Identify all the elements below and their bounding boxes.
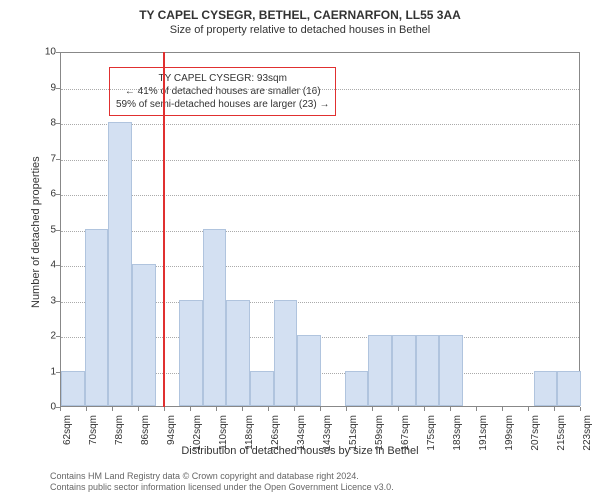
x-tick-label: 183sqm [452, 415, 463, 455]
annotation-line2: ← 41% of detached houses are smaller (16… [116, 85, 329, 98]
x-tick [190, 407, 191, 411]
gridline [61, 195, 579, 196]
x-tick [216, 407, 217, 411]
x-tick-label: 223sqm [582, 415, 593, 455]
x-tick [502, 407, 503, 411]
chart-container: TY CAPEL CYSEGR, BETHEL, CAERNARFON, LL5… [10, 8, 590, 463]
histogram-bar [368, 335, 392, 406]
y-tick [56, 52, 60, 53]
x-tick [60, 407, 61, 411]
x-tick-label: 191sqm [478, 415, 489, 455]
histogram-bar [61, 371, 85, 407]
x-tick [242, 407, 243, 411]
x-tick [476, 407, 477, 411]
x-tick-label: 102sqm [192, 415, 203, 455]
x-tick-label: 94sqm [166, 415, 177, 455]
gridline [61, 89, 579, 90]
x-tick-label: 207sqm [530, 415, 541, 455]
histogram-bar [203, 229, 227, 407]
x-tick-label: 143sqm [322, 415, 333, 455]
annotation-line1: TY CAPEL CYSEGR: 93sqm [116, 72, 329, 85]
histogram-bar [392, 335, 416, 406]
histogram-bar [557, 371, 581, 407]
y-tick [56, 123, 60, 124]
x-tick [268, 407, 269, 411]
chart-title: TY CAPEL CYSEGR, BETHEL, CAERNARFON, LL5… [10, 8, 590, 22]
x-tick [294, 407, 295, 411]
histogram-bar [416, 335, 440, 406]
x-tick-label: 126sqm [270, 415, 281, 455]
y-tick [56, 336, 60, 337]
x-tick-label: 70sqm [88, 415, 99, 455]
x-tick-label: 167sqm [400, 415, 411, 455]
x-tick [372, 407, 373, 411]
x-tick-label: 215sqm [556, 415, 567, 455]
y-tick [56, 159, 60, 160]
chart-subtitle: Size of property relative to detached ho… [10, 24, 590, 36]
gridline [61, 124, 579, 125]
histogram-bar [85, 229, 109, 407]
x-tick-label: 118sqm [244, 415, 255, 455]
x-tick [528, 407, 529, 411]
y-tick [56, 88, 60, 89]
gridline [61, 231, 579, 232]
y-tick [56, 301, 60, 302]
x-tick-label: 199sqm [504, 415, 515, 455]
histogram-bar [297, 335, 321, 406]
histogram-bar [439, 335, 463, 406]
histogram-bar [345, 371, 369, 407]
x-tick-label: 134sqm [296, 415, 307, 455]
x-tick [346, 407, 347, 411]
footnote-line2: Contains public sector information licen… [50, 482, 394, 494]
x-tick [112, 407, 113, 411]
annotation-box: TY CAPEL CYSEGR: 93sqm ← 41% of detached… [109, 67, 336, 116]
x-tick-label: 110sqm [218, 415, 229, 455]
y-tick [56, 372, 60, 373]
x-tick [554, 407, 555, 411]
x-tick [164, 407, 165, 411]
footnote-line1: Contains HM Land Registry data © Crown c… [50, 471, 394, 483]
x-tick [398, 407, 399, 411]
x-tick [138, 407, 139, 411]
histogram-bar [250, 371, 274, 407]
x-tick [450, 407, 451, 411]
plot-area: TY CAPEL CYSEGR: 93sqm ← 41% of detached… [60, 52, 580, 407]
y-axis-label: Number of detached properties [30, 156, 42, 308]
x-tick [424, 407, 425, 411]
histogram-bar [226, 300, 250, 407]
histogram-bar [274, 300, 298, 407]
gridline [61, 160, 579, 161]
x-tick [86, 407, 87, 411]
histogram-bar [108, 122, 132, 406]
histogram-bar [179, 300, 203, 407]
x-tick-label: 151sqm [348, 415, 359, 455]
x-tick-label: 78sqm [114, 415, 125, 455]
histogram-bar [132, 264, 156, 406]
y-tick-label: 10 [45, 47, 56, 58]
y-tick [56, 230, 60, 231]
x-tick [320, 407, 321, 411]
x-tick [580, 407, 581, 411]
x-tick-label: 86sqm [140, 415, 151, 455]
x-tick-label: 175sqm [426, 415, 437, 455]
annotation-line3: 59% of semi-detached houses are larger (… [116, 98, 329, 111]
reference-line [163, 52, 165, 407]
y-tick [56, 194, 60, 195]
footnote: Contains HM Land Registry data © Crown c… [50, 471, 394, 494]
x-tick-label: 62sqm [62, 415, 73, 455]
x-tick-label: 159sqm [374, 415, 385, 455]
y-tick [56, 265, 60, 266]
histogram-bar [534, 371, 558, 407]
